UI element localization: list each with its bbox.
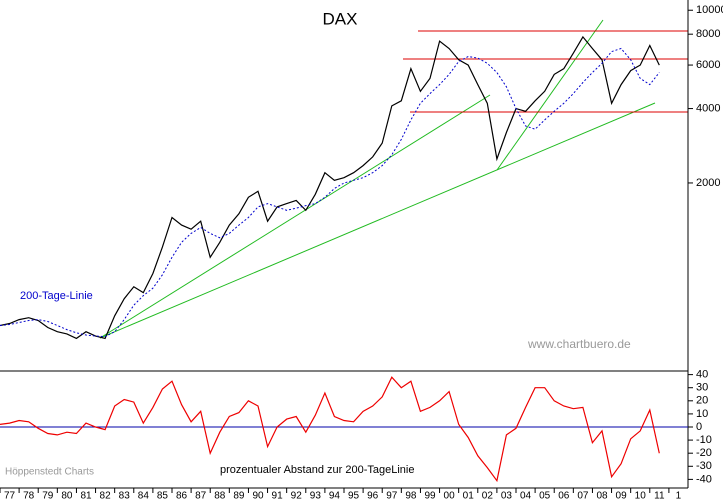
y-tick-label: 30 xyxy=(696,382,708,394)
x-tick-label: 96 xyxy=(367,491,379,502)
x-tick-label: 77 xyxy=(4,491,16,502)
y-tick-label: 8000 xyxy=(696,28,720,40)
x-tick-label: 91 xyxy=(272,491,284,502)
x-tick-label: 83 xyxy=(119,491,131,502)
x-tick-label: 08 xyxy=(596,491,608,502)
y-tick-label: 4000 xyxy=(696,102,720,114)
x-tick-label: 01 xyxy=(463,491,475,502)
trend-line xyxy=(99,102,656,339)
x-tick-label: 05 xyxy=(539,491,551,502)
x-tick-label: 99 xyxy=(424,491,436,502)
trend-line xyxy=(99,94,491,339)
y-tick-label: -30 xyxy=(696,460,712,472)
y-tick-label: -10 xyxy=(696,434,712,446)
trend-line xyxy=(496,19,604,171)
x-tick-label: 85 xyxy=(157,491,169,502)
x-tick-label: 10 xyxy=(635,491,647,502)
panel-title: prozentualer Abstand zur 200-TageLinie xyxy=(220,464,414,476)
x-tick-label: 1 xyxy=(676,491,682,502)
x-tick-label: 87 xyxy=(195,491,207,502)
x-tick-label: 84 xyxy=(138,491,150,502)
y-tick-label: 20 xyxy=(696,395,708,407)
series-line xyxy=(0,35,660,340)
y-tick-label: 10000 xyxy=(696,4,723,16)
source-label: Höppenstedt Charts xyxy=(5,467,94,478)
x-tick-label: 93 xyxy=(310,491,322,502)
y-tick-label: 0 xyxy=(696,421,702,433)
x-tick-label: 86 xyxy=(176,491,188,502)
x-tick-label: 00 xyxy=(444,491,456,502)
x-tick-label: 02 xyxy=(482,491,494,502)
x-tick-label: 78 xyxy=(23,491,35,502)
x-tick-label: 97 xyxy=(386,491,398,502)
x-tick-label: 89 xyxy=(233,491,245,502)
x-tick-label: 06 xyxy=(558,491,570,502)
y-tick-label: 6000 xyxy=(696,59,720,71)
y-tick-label: 10 xyxy=(696,408,708,420)
x-tick-label: 79 xyxy=(42,491,54,502)
x-tick-label: 80 xyxy=(61,491,73,502)
x-tick-label: 81 xyxy=(80,491,92,502)
x-tick-label: 82 xyxy=(100,491,112,502)
chart-title: DAX xyxy=(323,9,358,28)
x-tick-label: 04 xyxy=(520,491,532,502)
x-tick-label: 09 xyxy=(616,491,628,502)
y-tick-label: 2000 xyxy=(696,177,720,189)
x-tick-label: 92 xyxy=(291,491,303,502)
x-tick-label: 07 xyxy=(577,491,589,502)
x-tick-label: 03 xyxy=(501,491,513,502)
legend-label: 200-Tage-Linie xyxy=(20,290,93,302)
series-line xyxy=(0,376,660,483)
watermark: www.chartbuero.de xyxy=(527,337,631,351)
y-tick-label: -20 xyxy=(696,447,712,459)
series-line xyxy=(0,47,660,338)
x-tick-label: 88 xyxy=(214,491,226,502)
y-tick-label: -40 xyxy=(696,473,712,485)
x-tick-label: 11 xyxy=(654,491,665,502)
y-tick-label: 40 xyxy=(696,369,708,381)
x-tick-label: 94 xyxy=(329,491,341,502)
x-tick-label: 90 xyxy=(252,491,264,502)
x-tick-label: 98 xyxy=(405,491,417,502)
x-tick-label: 95 xyxy=(348,491,360,502)
trend-lines xyxy=(99,19,688,339)
